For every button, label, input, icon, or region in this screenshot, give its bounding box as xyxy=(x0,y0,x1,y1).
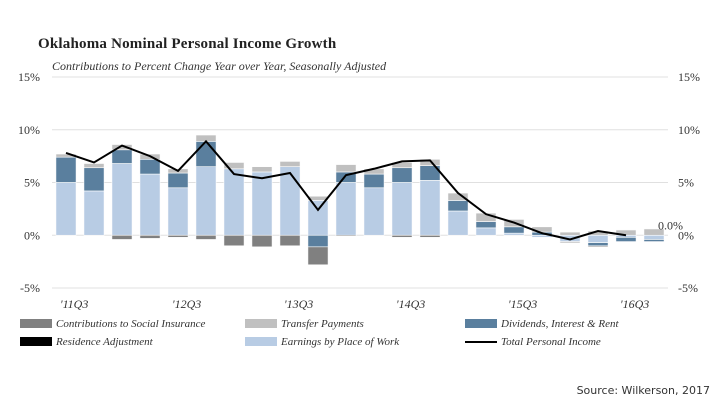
legend: Contributions to Social Insurance Transfe… xyxy=(20,318,619,348)
bar-segment-social-insurance xyxy=(335,234,357,237)
y-tick-label-left: 15% xyxy=(18,70,40,84)
bar-segment-earnings xyxy=(223,168,245,236)
legend-swatch-transfers xyxy=(245,319,277,328)
last-value-annotation: 0.0% xyxy=(658,218,683,232)
x-tick-label: '13Q3 xyxy=(284,297,313,311)
bar-segment-dividends xyxy=(307,234,329,248)
bar-segment-earnings xyxy=(475,227,497,236)
bar-segment-social-insurance xyxy=(559,241,581,243)
bar-segment-earnings xyxy=(615,234,637,238)
bar-segment-dividends xyxy=(503,226,525,234)
bar-segment-dividends xyxy=(391,167,413,183)
bar-segment-social-insurance xyxy=(391,234,413,238)
x-tick-label: '15Q3 xyxy=(508,297,537,311)
y-tick-label-left: 5% xyxy=(24,176,40,190)
bar-segment-transfers xyxy=(251,166,273,173)
bar-segment-dividends xyxy=(447,200,469,212)
bar-segment-dividends xyxy=(643,239,665,242)
bar-segment-earnings xyxy=(307,200,329,236)
legend-label-total: Total Personal Income xyxy=(501,336,601,348)
ticks: -5% -5% 0% 0% 5% 5% 10% 10% 15% 15% '11Q3 '12Q3 '13Q… xyxy=(18,70,700,311)
bar-segment-dividends xyxy=(83,167,105,192)
bar-segment-dividends xyxy=(587,242,609,247)
bar-segment-social-insurance xyxy=(167,234,189,238)
bar-segment-transfers xyxy=(559,231,581,236)
bar-segment-social-insurance xyxy=(223,234,245,247)
bar-segment-dividends xyxy=(195,141,217,167)
bar-segment-transfers xyxy=(335,164,357,173)
bar-segment-earnings xyxy=(139,173,161,236)
bar-segment-dividends xyxy=(363,173,385,189)
y-tick-label-right: 10% xyxy=(678,123,700,137)
legend-swatch-residence xyxy=(20,337,52,346)
bar-segment-transfers xyxy=(279,161,301,167)
bar-segment-social-insurance xyxy=(111,234,133,240)
chart-subtitle: Contributions to Percent Change Year ove… xyxy=(52,59,387,73)
bar-segment-earnings xyxy=(279,166,301,236)
x-tick-label: '16Q3 xyxy=(620,297,649,311)
y-tick-label-left: -5% xyxy=(20,281,40,295)
bar-segment-social-insurance xyxy=(419,234,441,238)
bar-segment-earnings xyxy=(83,190,105,236)
chart: Oklahoma Nominal Personal Income Growth … xyxy=(18,36,700,348)
y-tick-label-left: 0% xyxy=(24,228,40,242)
legend-swatch-social-insurance xyxy=(20,319,52,328)
bar-segment-social-insurance xyxy=(139,234,161,239)
bar-segment-social-insurance xyxy=(587,245,609,248)
y-tick-label-right: 5% xyxy=(678,176,694,190)
bar-segment-social-insurance xyxy=(279,234,301,247)
bar-segment-dividends xyxy=(55,156,77,183)
x-tick-label: '14Q3 xyxy=(396,297,425,311)
legend-label-residence: Residence Adjustment xyxy=(55,336,154,348)
bar-segment-transfers xyxy=(643,228,665,236)
bar-segment-dividends xyxy=(167,172,189,189)
y-tick-label-left: 10% xyxy=(18,123,40,137)
source-note: Source: Wilkerson, 2017 xyxy=(576,384,710,397)
bar-segment-transfers xyxy=(419,158,441,166)
bar-segment-earnings xyxy=(111,163,133,236)
bar-segment-social-insurance xyxy=(195,234,217,240)
x-tick-label: '11Q3 xyxy=(60,297,88,311)
y-tick-label-right: -5% xyxy=(678,281,698,295)
bar-segment-earnings xyxy=(251,171,273,236)
bar-segment-dividends xyxy=(111,149,133,164)
bar-segment-dividends xyxy=(475,221,497,229)
bar-segment-social-insurance xyxy=(307,246,329,266)
bar-segment-transfers xyxy=(83,163,105,169)
bar-segment-earnings xyxy=(419,180,441,236)
x-tick-label: '12Q3 xyxy=(172,297,201,311)
legend-label-transfers: Transfer Payments xyxy=(281,318,364,330)
bar-segment-dividends xyxy=(615,237,637,242)
bar-segment-transfers xyxy=(223,162,245,170)
legend-swatch-dividends xyxy=(465,319,497,328)
y-tick-label-right: 0% xyxy=(678,228,694,242)
legend-swatch-earnings xyxy=(245,337,277,346)
bar-segment-earnings xyxy=(55,182,77,236)
bar-segment-earnings xyxy=(391,182,413,236)
total-line-group xyxy=(65,139,627,241)
legend-label-earnings: Earnings by Place of Work xyxy=(280,336,400,348)
legend-label-social-insurance: Contributions to Social Insurance xyxy=(56,318,206,330)
bar-segment-earnings xyxy=(363,187,385,236)
bar-segment-earnings xyxy=(503,232,525,236)
bar-segment-earnings xyxy=(335,182,357,236)
bar-segment-earnings xyxy=(447,210,469,236)
bar-segment-social-insurance xyxy=(251,234,273,248)
chart-title: Oklahoma Nominal Personal Income Growth xyxy=(38,36,337,52)
bar-segment-earnings xyxy=(195,166,217,236)
total-personal-income-line xyxy=(65,139,627,241)
bar-segment-earnings xyxy=(587,234,609,243)
bar-segment-earnings xyxy=(167,187,189,236)
bars xyxy=(55,134,665,266)
bar-segment-dividends xyxy=(139,158,161,175)
legend-label-dividends: Dividends, Interest & Rent xyxy=(500,318,619,330)
bar-segment-earnings xyxy=(643,234,665,240)
y-tick-label-right: 15% xyxy=(678,70,700,84)
